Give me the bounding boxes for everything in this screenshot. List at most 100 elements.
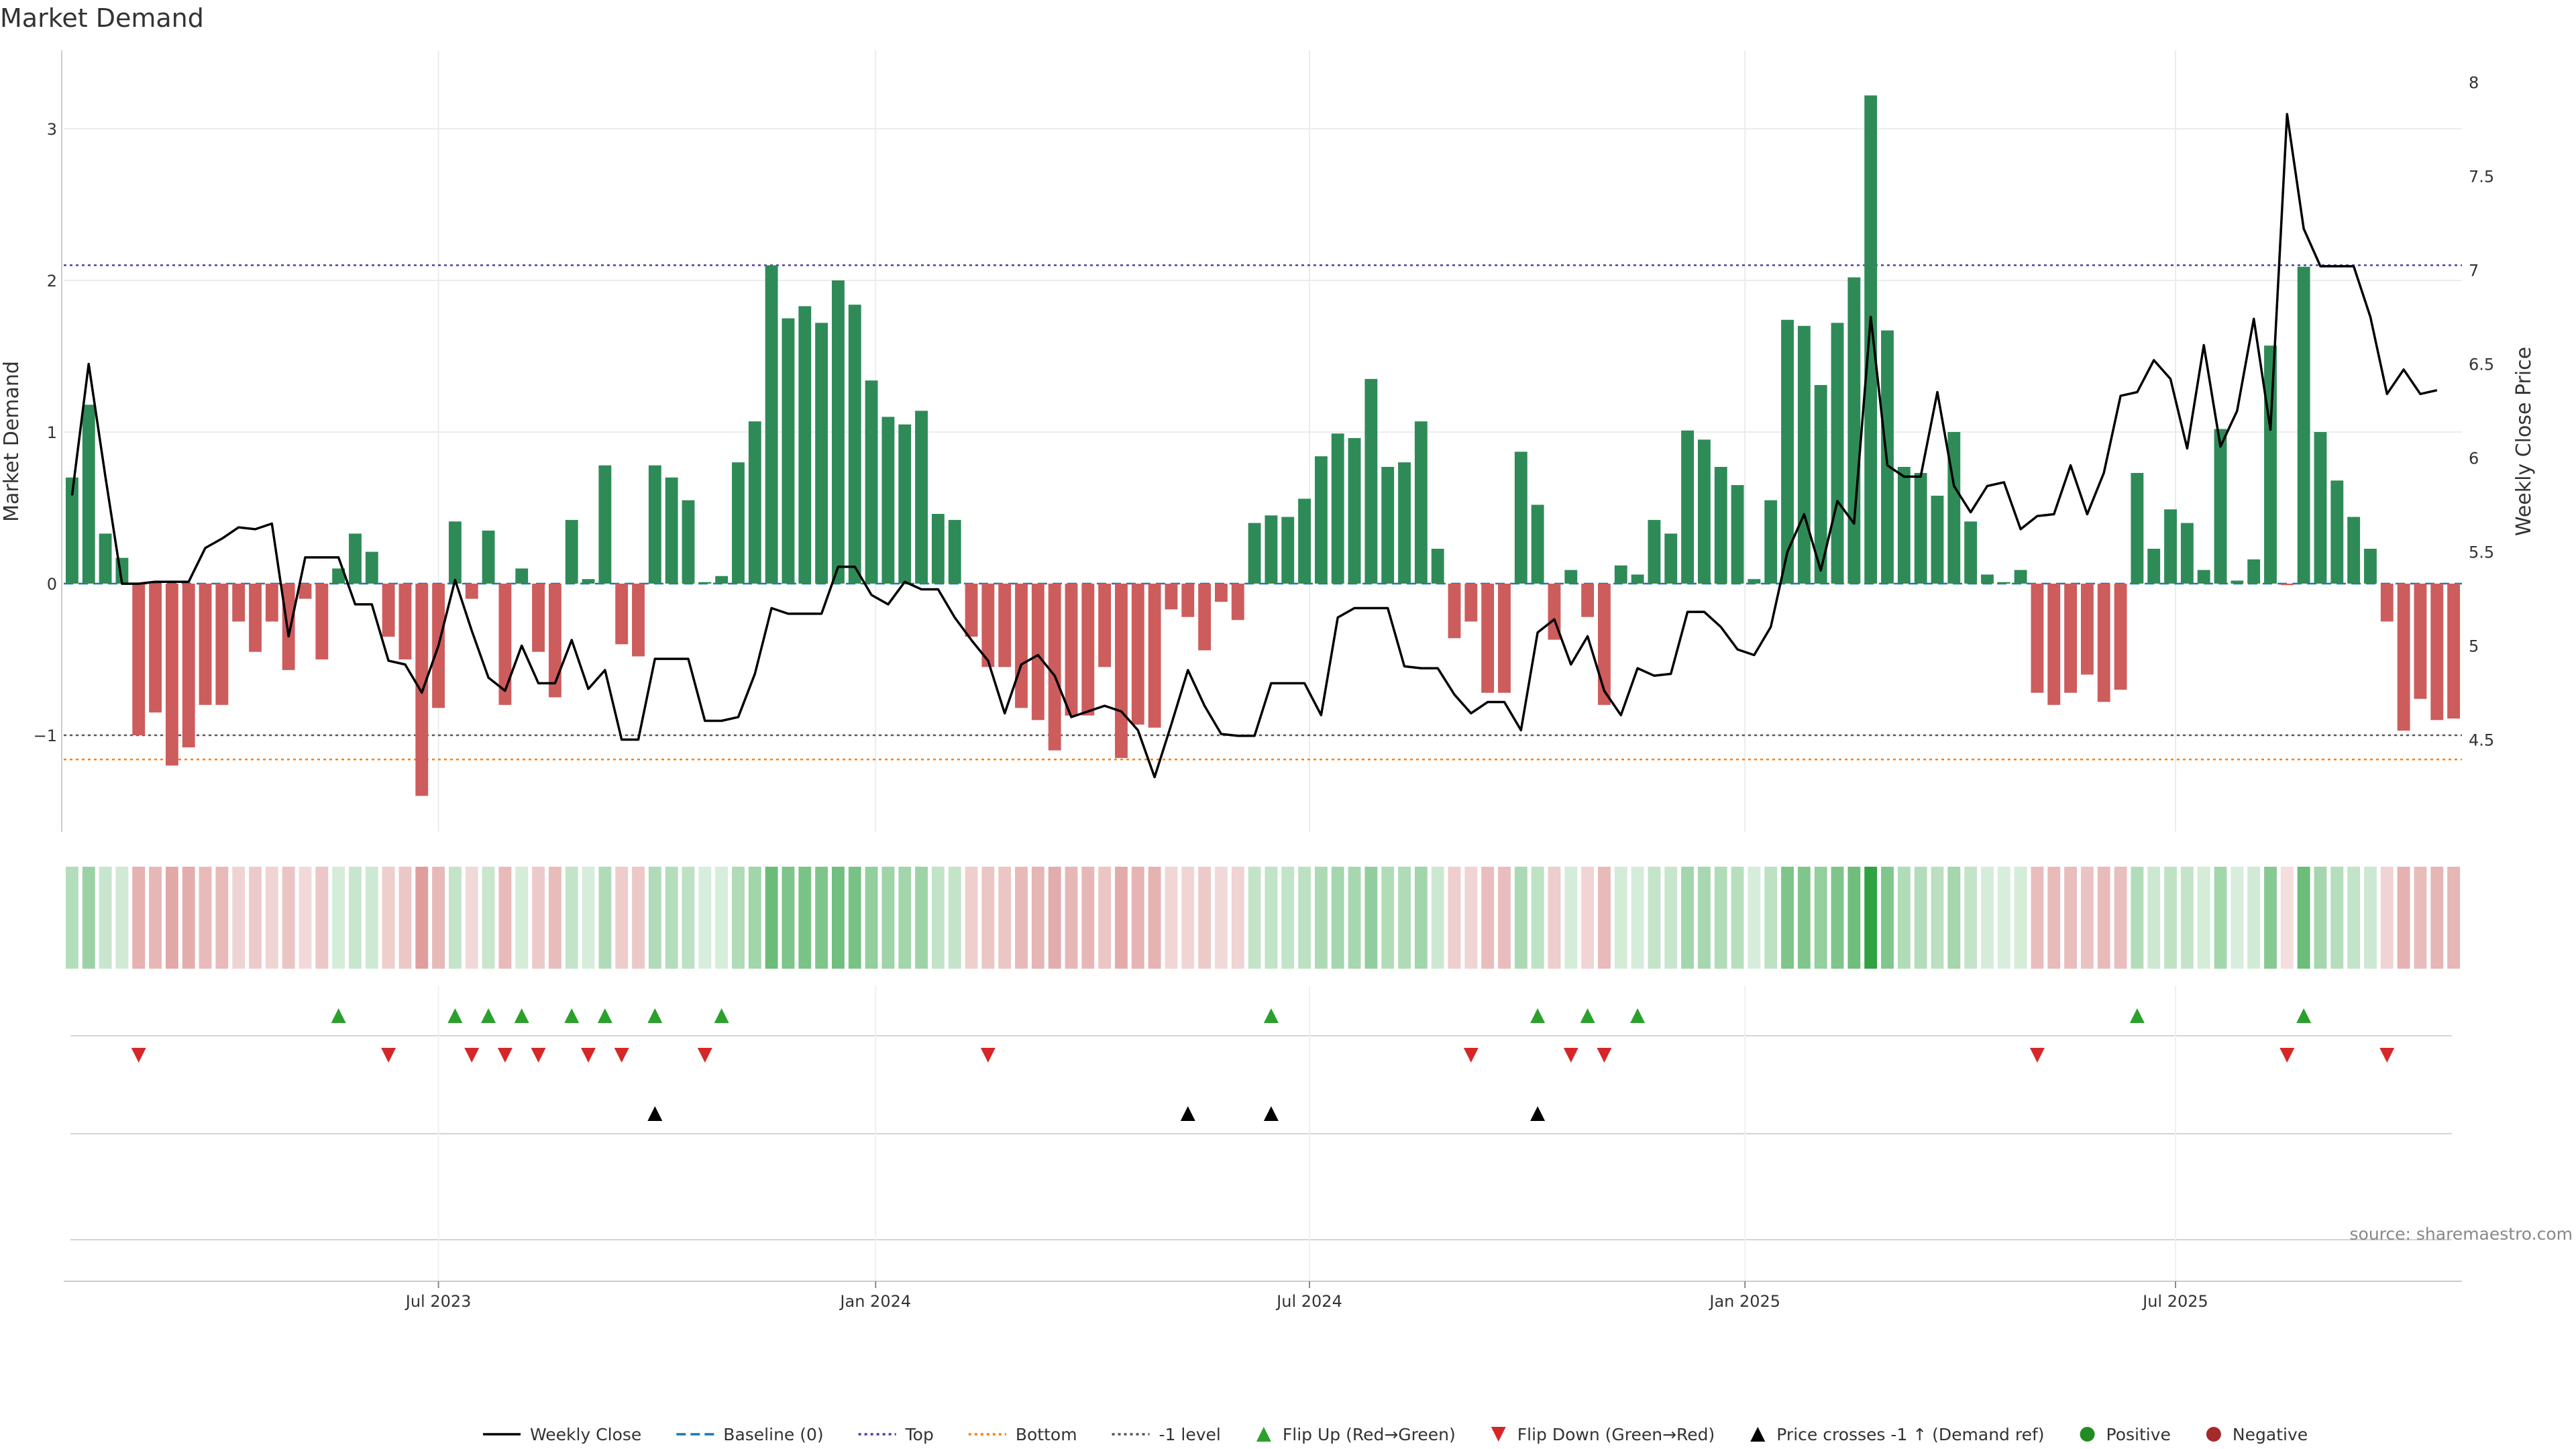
- negative-demand-bar: [132, 584, 146, 735]
- heat-cell: [1331, 867, 1344, 969]
- heat-cell: [2231, 867, 2244, 969]
- flip-down-marker: [381, 1048, 396, 1063]
- positive-demand-bar: [448, 521, 462, 584]
- positive-demand-bar: [1697, 439, 1711, 584]
- negative-demand-bar: [299, 584, 312, 599]
- y2-tick-label: 5: [2469, 637, 2479, 656]
- heat-cell: [1248, 867, 1261, 969]
- negative-demand-bar: [1098, 584, 1112, 667]
- negative-demand-bar: [2064, 584, 2078, 693]
- heat-cell: [249, 867, 262, 969]
- heat-cell: [1531, 867, 1544, 969]
- heat-cell: [299, 867, 312, 969]
- flip-down-marker: [980, 1048, 996, 1063]
- heat-cell: [1564, 867, 1578, 969]
- y2-tick-label: 7: [2469, 262, 2479, 280]
- heat-cell: [2064, 867, 2078, 969]
- negative-demand-bar: [1065, 584, 1078, 716]
- heat-cell: [199, 867, 212, 969]
- heat-cell: [1831, 867, 1844, 969]
- legend-item: -1 level: [1112, 1425, 1221, 1444]
- heat-cell: [465, 867, 478, 969]
- flip-down-marker: [1563, 1048, 1578, 1063]
- negative-demand-bar: [1215, 584, 1228, 602]
- legend-label: Negative: [2233, 1425, 2308, 1444]
- heat-cell: [748, 867, 761, 969]
- legend-label: Weekly Close: [530, 1425, 641, 1444]
- heat-cell: [2014, 867, 2027, 969]
- positive-demand-bar: [482, 530, 495, 584]
- heat-cell: [2131, 867, 2144, 969]
- flip-up-marker: [1630, 1008, 1646, 1023]
- positive-demand-bar: [1797, 325, 1811, 584]
- positive-demand-bar: [1614, 565, 1627, 584]
- positive-demand-bar: [1381, 466, 1395, 584]
- legend-swatch-triangle: [1750, 1427, 1766, 1442]
- negative-demand-bar: [615, 584, 629, 645]
- positive-demand-bar: [765, 265, 778, 584]
- heat-cell: [1731, 867, 1744, 969]
- legend-label: -1 level: [1159, 1425, 1221, 1444]
- heat-cell: [1015, 867, 1028, 969]
- heat-cell: [2147, 867, 2161, 969]
- heat-cell: [1914, 867, 1927, 969]
- positive-demand-bar: [2314, 432, 2327, 584]
- flip-down-marker: [2029, 1048, 2045, 1063]
- heat-cell: [698, 867, 712, 969]
- positive-demand-bar: [332, 568, 345, 584]
- positive-demand-bar: [2131, 473, 2144, 584]
- heat-cell: [632, 867, 645, 969]
- heat-cell: [598, 867, 612, 969]
- heat-cell: [1548, 867, 1561, 969]
- heat-cell: [1864, 867, 1878, 969]
- heat-cell: [2197, 867, 2210, 969]
- legend-item: Positive: [2080, 1425, 2171, 1444]
- negative-demand-bar: [498, 584, 512, 705]
- positive-demand-bar: [65, 477, 78, 584]
- y2-tick-label: 7.5: [2469, 168, 2494, 186]
- heat-cell: [565, 867, 578, 969]
- negative-demand-bar: [165, 584, 178, 766]
- heat-cell: [2414, 867, 2427, 969]
- heat-cell: [2164, 867, 2177, 969]
- flip-down-marker: [1597, 1048, 1612, 1063]
- heat-cell: [1697, 867, 1711, 969]
- x-axis: Jul 2023 Jan 2024 Jul 2024 Jan 2025 Jul 2025: [64, 1281, 2462, 1311]
- heat-cell: [315, 867, 329, 969]
- positive-demand-bar: [1248, 523, 1261, 584]
- heat-cell: [865, 867, 878, 969]
- heat-cell: [665, 867, 678, 969]
- heat-cell: [765, 867, 778, 969]
- positive-demand-bar: [2247, 559, 2261, 584]
- heat-cell: [2114, 867, 2127, 969]
- price-cross-marker: [1530, 1106, 1546, 1121]
- heat-cell: [1997, 867, 2010, 969]
- heat-cell: [498, 867, 512, 969]
- negative-demand-bar: [2447, 584, 2461, 719]
- reference-lines: [64, 264, 2462, 761]
- y-tick-label: −1: [34, 727, 57, 745]
- heat-cell: [1215, 867, 1228, 969]
- heat-cell: [215, 867, 229, 969]
- positive-demand-bar: [1748, 579, 1761, 584]
- chart-title: Market Demand: [0, 3, 204, 33]
- negative-demand-bar: [532, 584, 545, 652]
- flip-up-marker: [2296, 1008, 2312, 1023]
- flip-up-marker: [1263, 1008, 1279, 1023]
- flip-down-marker: [131, 1048, 146, 1063]
- heat-cell: [1631, 867, 1644, 969]
- negative-demand-bar: [2114, 584, 2127, 690]
- heat-cell: [1748, 867, 1761, 969]
- heat-cell: [1581, 867, 1595, 969]
- heat-cell: [1964, 867, 1978, 969]
- negative-demand-bar: [199, 584, 212, 705]
- heat-cell: [182, 867, 195, 969]
- legend-label: Flip Down (Green→Red): [1517, 1425, 1715, 1444]
- negative-demand-bar: [1115, 584, 1128, 758]
- heat-cell: [99, 867, 112, 969]
- positive-demand-bar: [1314, 456, 1328, 584]
- positive-demand-bar: [1514, 451, 1527, 584]
- flip-down-marker: [464, 1048, 480, 1063]
- flip-up-marker: [331, 1008, 346, 1023]
